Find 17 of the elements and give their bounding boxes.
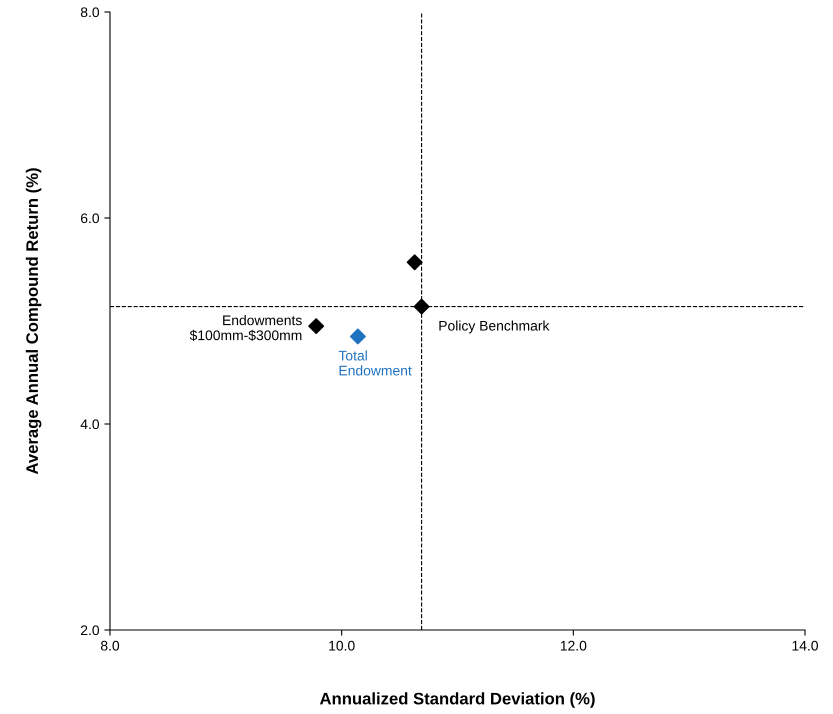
annotation: Endowments $100mm-$300mm (190, 315, 302, 342)
point (350, 328, 366, 344)
x-tick-label: 8.0 (100, 640, 120, 651)
y-tick-label: 6.0 (80, 213, 100, 224)
y-tick-label: 8.0 (80, 7, 100, 18)
y-tick-label: 4.0 (80, 419, 100, 430)
y-tick-label: 2.0 (80, 625, 100, 636)
y-axis-title: Average Annual Compound Return (%) (26, 168, 42, 474)
x-tick-label: 14.0 (792, 640, 818, 651)
x-tick-label: 12.0 (560, 640, 586, 651)
point (406, 254, 423, 270)
x-tick-label: 10.0 (329, 640, 355, 651)
x-axis-title: Annualized Standard Deviation (%) (320, 692, 595, 708)
point (414, 298, 430, 315)
point (308, 318, 324, 334)
annotation: Total Endowment (338, 350, 412, 376)
annotation: Policy Benchmark (439, 320, 550, 334)
